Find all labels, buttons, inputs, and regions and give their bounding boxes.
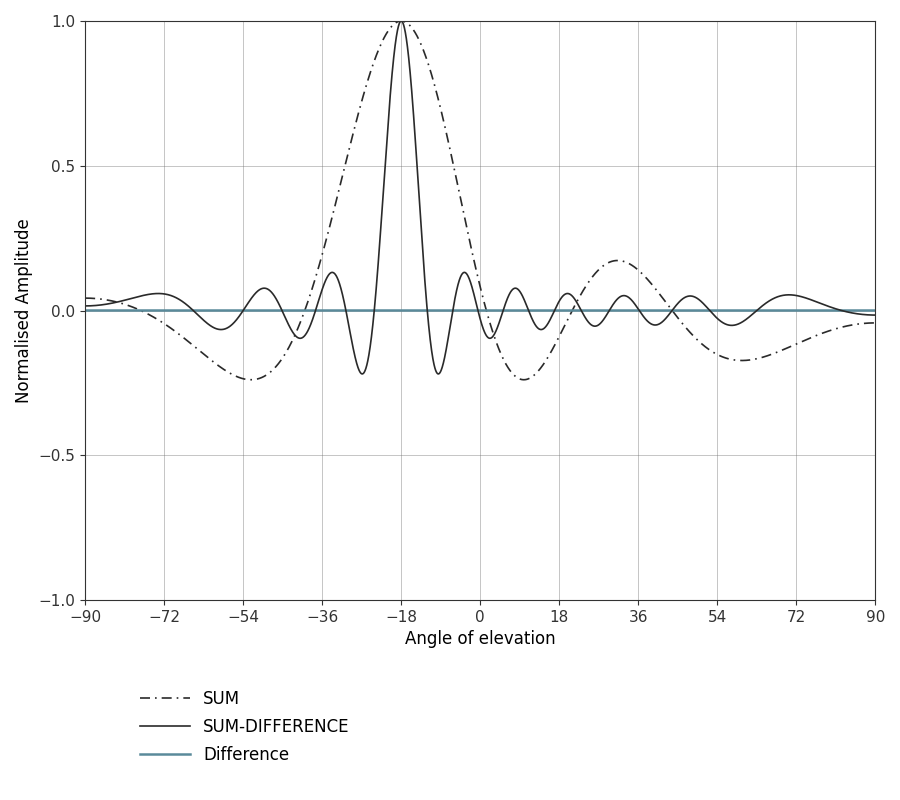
- SUM-DIFFERENCE: [396, 16, 407, 26]
- SUM-DIFFERENCE: [356, 369, 367, 378]
- SUM: [80, 294, 91, 303]
- SUM: [554, 331, 564, 341]
- Difference: [870, 306, 881, 315]
- SUM: [382, 27, 392, 37]
- SUM: [594, 264, 605, 274]
- Y-axis label: Normalised Amplitude: Normalised Amplitude: [15, 218, 33, 403]
- Legend: SUM, SUM-DIFFERENCE, Difference: SUM, SUM-DIFFERENCE, Difference: [133, 684, 356, 771]
- SUM: [730, 355, 741, 365]
- Difference: [594, 306, 605, 315]
- SUM: [246, 375, 256, 385]
- Line: SUM: SUM: [86, 21, 876, 380]
- Difference: [554, 306, 564, 315]
- SUM-DIFFERENCE: [870, 310, 881, 320]
- Difference: [223, 306, 234, 315]
- Difference: [382, 306, 392, 315]
- SUM: [396, 16, 407, 26]
- Difference: [80, 306, 91, 315]
- Line: SUM-DIFFERENCE: SUM-DIFFERENCE: [86, 21, 876, 374]
- X-axis label: Angle of elevation: Angle of elevation: [405, 630, 555, 648]
- SUM-DIFFERENCE: [670, 302, 680, 311]
- SUM-DIFFERENCE: [80, 301, 91, 310]
- Difference: [670, 306, 680, 315]
- SUM-DIFFERENCE: [730, 320, 741, 330]
- SUM-DIFFERENCE: [594, 319, 605, 329]
- Difference: [729, 306, 740, 315]
- SUM: [670, 310, 680, 319]
- SUM: [870, 318, 881, 328]
- SUM: [223, 368, 234, 378]
- SUM-DIFFERENCE: [223, 322, 234, 332]
- SUM-DIFFERENCE: [382, 130, 392, 140]
- SUM-DIFFERENCE: [554, 296, 564, 306]
